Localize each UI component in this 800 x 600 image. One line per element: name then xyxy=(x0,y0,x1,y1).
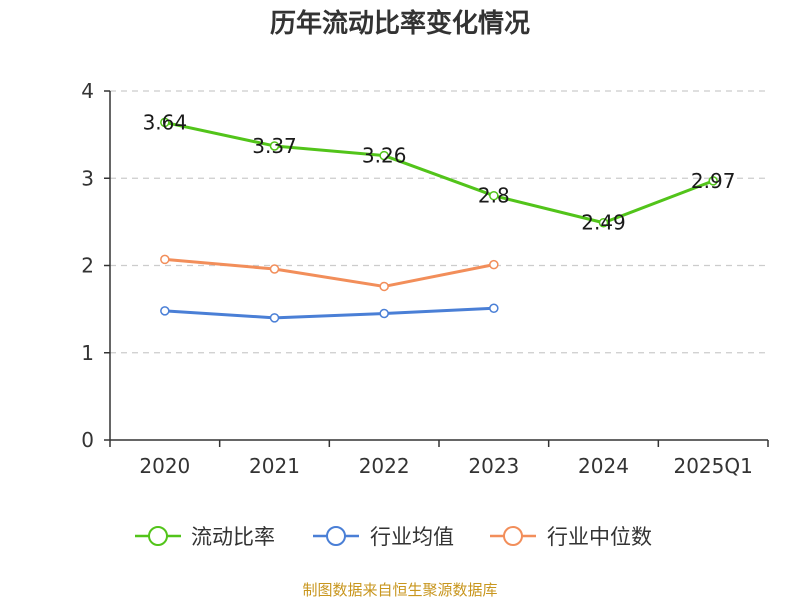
data-point xyxy=(379,150,389,161)
series-line-2 xyxy=(164,257,495,288)
series-line-0 xyxy=(164,120,714,225)
legend-item-1[interactable]: 行业均值 xyxy=(313,525,454,549)
data-point xyxy=(379,308,389,319)
data-point xyxy=(598,217,609,228)
data-label: 2.8 xyxy=(478,184,510,208)
legend-label: 流动比率 xyxy=(191,525,275,549)
data-point xyxy=(160,117,170,128)
x-tick-label: 2022 xyxy=(359,454,410,478)
series-group xyxy=(160,117,718,323)
data-point xyxy=(489,190,499,201)
y-tick-label: 0 xyxy=(81,428,94,452)
legend-item-0[interactable]: 流动比率 xyxy=(135,525,275,549)
x-tick-label: 2025Q1 xyxy=(673,454,752,478)
data-point xyxy=(708,176,718,186)
x-tick-label: 2023 xyxy=(468,454,519,478)
data-point xyxy=(160,306,170,316)
y-tick-label: 3 xyxy=(81,166,94,190)
legend[interactable]: 流动比率 行业均值 行业中位数 xyxy=(135,525,652,549)
data-label: 3.64 xyxy=(143,110,188,134)
data-point xyxy=(489,259,499,270)
y-tick-label: 1 xyxy=(81,341,94,365)
x-tick-label: 2024 xyxy=(578,454,629,478)
legend-marker xyxy=(326,526,346,546)
series-line-1 xyxy=(164,306,494,320)
data-label: 3.26 xyxy=(362,144,407,168)
legend-label: 行业中位数 xyxy=(547,525,652,549)
data-label: 2.97 xyxy=(691,169,736,193)
source-note: 制图数据来自恒生聚源数据库 xyxy=(302,581,497,599)
legend-marker xyxy=(148,526,168,546)
legend-marker xyxy=(503,526,523,546)
data-point xyxy=(269,264,280,274)
chart-title: 历年流动比率变化情况 xyxy=(270,8,530,39)
data-labels: 3.64 3.37 3.26 2.8 2.49 2.97 xyxy=(143,110,736,234)
data-point xyxy=(160,254,170,265)
y-tick-label: 4 xyxy=(81,79,94,103)
data-point xyxy=(379,281,389,292)
legend-item-2[interactable]: 行业中位数 xyxy=(490,525,652,549)
data-label: 3.37 xyxy=(252,134,297,158)
data-label: 2.49 xyxy=(581,211,626,235)
axes: 0 1 2 3 4 2020 2021 2022 2023 2024 2025Q1 xyxy=(81,79,769,478)
x-tick-label: 2020 xyxy=(139,454,190,478)
data-point xyxy=(489,303,499,314)
data-point xyxy=(269,141,280,151)
data-point xyxy=(269,313,280,323)
y-tick-label: 2 xyxy=(81,254,94,278)
x-tick-label: 2021 xyxy=(249,454,300,478)
legend-label: 行业均值 xyxy=(370,525,454,549)
